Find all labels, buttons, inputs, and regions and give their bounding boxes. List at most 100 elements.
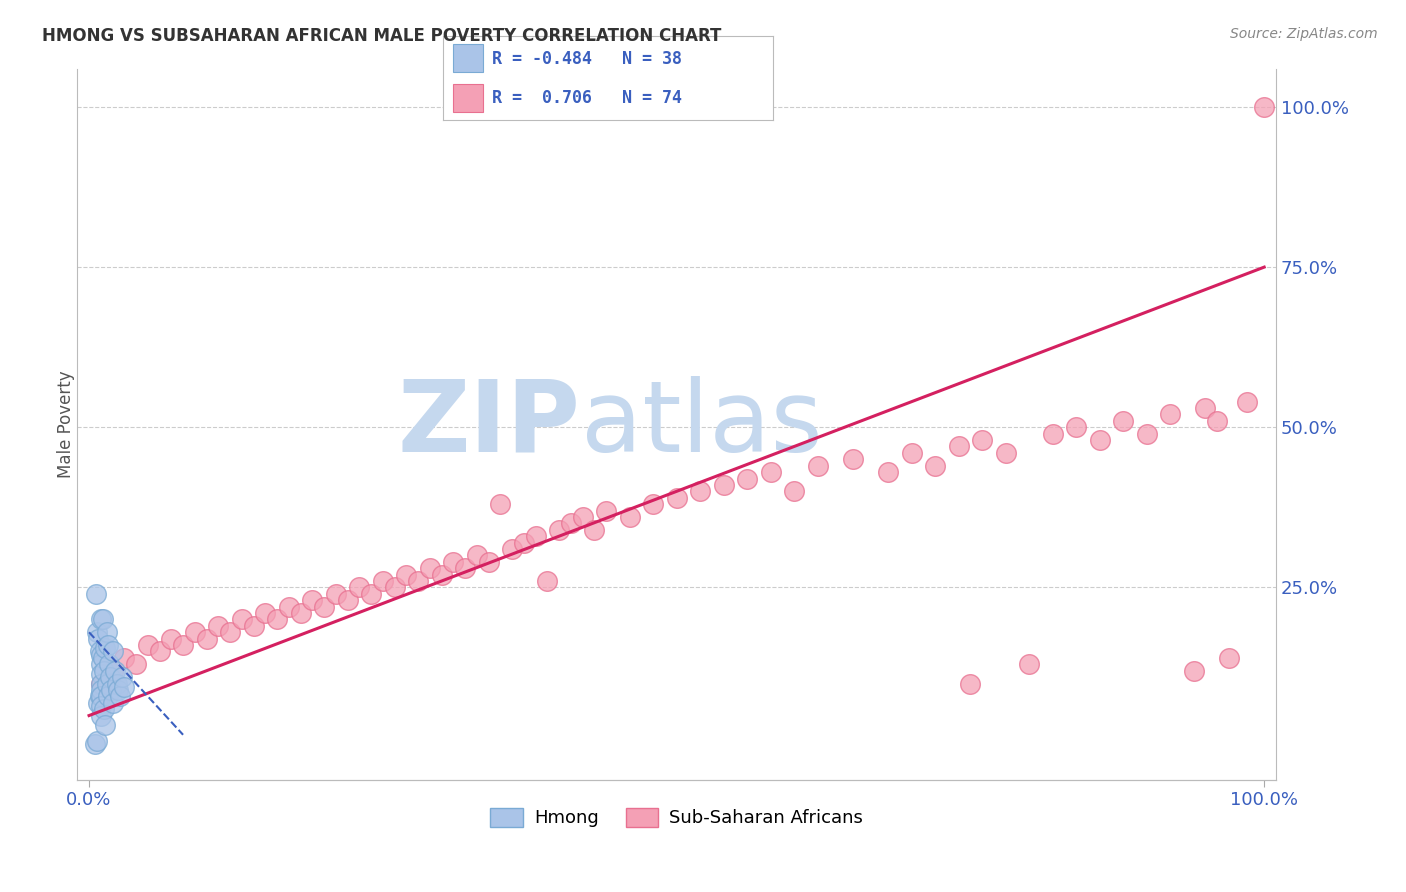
Point [90,708,112,723]
Point [172,638,194,652]
Point [689,484,711,499]
Point [948,440,970,454]
Point [972,433,994,447]
Point [195,632,218,646]
Point [148,644,170,658]
Point [219,625,242,640]
Point [900,446,922,460]
Point [571,510,593,524]
Point [1064,420,1087,434]
Point [735,471,758,485]
Point [101,696,124,710]
Point [489,497,512,511]
Point [96,625,118,640]
Point [994,446,1017,460]
Point [242,619,264,633]
Point [277,599,299,614]
Point [959,676,981,690]
Point [107,682,129,697]
Point [643,497,665,511]
Point [419,561,441,575]
Point [441,555,464,569]
Point [1194,401,1216,415]
Point [406,574,429,588]
Point [1206,414,1229,428]
Point [91,612,114,626]
Point [98,657,121,672]
Point [112,680,135,694]
Point [1042,426,1064,441]
Point [1236,394,1258,409]
Point [560,516,582,531]
Point [91,651,114,665]
Point [101,644,124,658]
Point [112,651,135,665]
Point [430,567,453,582]
Point [325,587,347,601]
Text: ZIP: ZIP [398,376,581,473]
Point [94,641,117,656]
Point [87,696,110,710]
Point [842,452,865,467]
Point [595,503,617,517]
Point [184,625,207,640]
Point [105,676,128,690]
Point [87,632,110,646]
Point [349,581,371,595]
Point [93,702,115,716]
Point [111,670,134,684]
Point [465,549,488,563]
Point [924,458,946,473]
Bar [453,84,482,112]
Point [524,529,547,543]
Point [501,541,523,556]
Point [104,664,127,678]
Point [231,612,253,626]
Point [312,599,335,614]
Point [101,664,124,678]
Point [90,612,112,626]
Point [384,581,406,595]
Point [94,718,117,732]
Point [454,561,477,575]
Text: R =  0.706   N = 74: R = 0.706 N = 74 [492,89,682,107]
Text: atlas: atlas [581,376,823,473]
Point [207,619,229,633]
Point [98,670,121,684]
Point [89,690,111,704]
Point [86,625,108,640]
Point [90,676,112,690]
Bar [453,44,482,72]
Legend: Hmong, Sub-Saharan Africans: Hmong, Sub-Saharan Africans [484,801,870,835]
Point [1018,657,1040,672]
Y-axis label: Male Poverty: Male Poverty [58,370,75,478]
Point [84,587,107,601]
Point [90,698,112,713]
Point [125,657,148,672]
Point [1182,664,1205,678]
Point [160,632,183,646]
Point [336,593,359,607]
Point [97,638,120,652]
Point [1159,408,1181,422]
Point [783,484,806,499]
Text: HMONG VS SUBSAHARAN AFRICAN MALE POVERTY CORRELATION CHART: HMONG VS SUBSAHARAN AFRICAN MALE POVERTY… [42,27,721,45]
Point [90,676,112,690]
Point [108,690,131,704]
Text: R = -0.484   N = 38: R = -0.484 N = 38 [492,50,682,68]
Point [1136,426,1159,441]
Point [583,523,606,537]
Point [759,465,782,479]
Point [877,465,900,479]
Point [96,676,118,690]
Point [90,667,112,681]
Point [713,478,735,492]
Point [1088,433,1111,447]
Point [478,555,501,569]
Point [90,657,112,672]
Point [89,644,111,658]
Point [807,458,830,473]
Point [513,535,536,549]
Point [536,574,558,588]
Point [1112,414,1135,428]
